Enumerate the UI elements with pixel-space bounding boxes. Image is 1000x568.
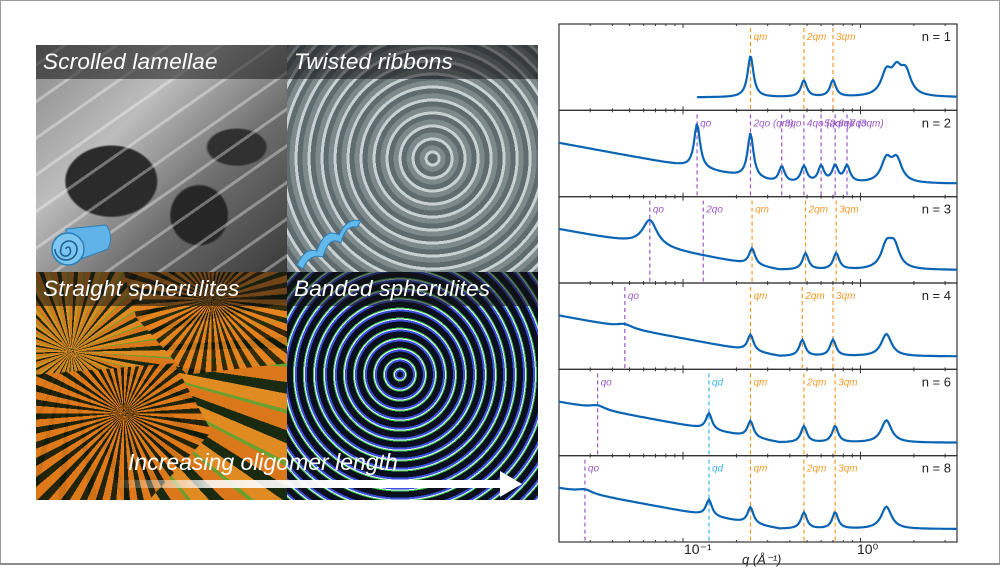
scattering-curve: [697, 55, 958, 99]
panel-label: n = 2: [922, 115, 951, 130]
peak-label: qd: [712, 377, 724, 388]
arrow-right-icon: [500, 471, 522, 497]
peak-label: 2qm: [806, 464, 826, 475]
peak-label: 3qo: [785, 118, 802, 129]
peak-label: qm: [753, 377, 767, 388]
peak-label: 3qm: [838, 377, 857, 388]
peak-label: 2qm: [806, 377, 826, 388]
peak-label: 2qm: [806, 32, 826, 43]
panel-label: n = 8: [922, 461, 951, 476]
scattering-curve: [558, 123, 958, 185]
scroll-roll-icon: [51, 224, 112, 266]
bottom-border: [0, 563, 1000, 565]
micrograph-composite: Scrolled lamellae Twisted ribbons Straig…: [36, 45, 538, 500]
twisted-ribbon-icon: [296, 219, 362, 269]
tile-straight-spherulites: Straight spherulites: [36, 272, 287, 500]
peak-label: qo: [601, 377, 613, 388]
tile-label: Twisted ribbons: [287, 45, 538, 79]
chart-canvas: qm 2qm 3qm n = 1 qo 2qo (qm)3qo 4qo (2qm)5qo6q…: [558, 23, 958, 543]
peak-label: 3qm: [838, 464, 857, 475]
peak-label: qo: [653, 205, 665, 216]
x-axis-title: q (Å⁻¹): [742, 552, 782, 567]
panel-label: n = 1: [922, 29, 951, 44]
peak-label: 4qo (2qm): [807, 118, 853, 129]
peak-label: 5qo: [824, 118, 841, 129]
peak-label: 2qm: [807, 205, 827, 216]
peak-label: 3qm: [836, 291, 855, 302]
tile-twisted-ribbons: Twisted ribbons: [287, 45, 538, 272]
peak-label: qo: [700, 118, 712, 129]
peak-label: qm: [753, 464, 767, 475]
panel-label: n = 4: [922, 288, 951, 303]
arrow-label: Increasing oligomer length: [128, 449, 398, 475]
peak-label: qo: [628, 291, 640, 302]
scattering-curve: [558, 400, 957, 444]
saxs-stacked-chart: qm 2qm 3qm n = 1 qo 2qo (qm) 3qo 4qo (2qm) 5qo 6q…: [558, 23, 958, 543]
scattering-curve: [558, 218, 957, 271]
panel-label: n = 6: [922, 374, 951, 389]
peak-label: 3qm: [836, 32, 855, 43]
peak-label: 7qo: [850, 118, 867, 129]
tile-label: Banded spherulites: [287, 272, 538, 306]
scattering-curve: [558, 314, 957, 358]
peak-label: qm: [753, 291, 767, 302]
x-tick-label-0.1: 10⁻¹: [684, 541, 712, 557]
scattering-curve: [558, 486, 957, 530]
panel-frame: [558, 455, 958, 543]
arrow-shaft: [112, 480, 507, 488]
increasing-length-arrow: [112, 471, 522, 497]
peak-label: 2qo: [705, 205, 723, 216]
peak-label: qd: [712, 464, 724, 475]
peak-label: 3qm: [839, 205, 858, 216]
peak-label: 6qo (3qm): [838, 118, 884, 129]
tile-label: Scrolled lamellae: [36, 45, 287, 79]
panel-label: n = 3: [922, 202, 951, 217]
x-tick-label-1: 10⁰: [857, 541, 879, 557]
peak-label: qo: [588, 464, 600, 475]
peak-label: 2qo (qm): [752, 118, 793, 129]
tile-label: Straight spherulites: [36, 272, 287, 306]
peak-label: 2qm: [804, 291, 824, 302]
tile-scrolled-lamellae: Scrolled lamellae: [36, 45, 287, 272]
peak-label: qm: [753, 32, 767, 43]
tile-banded-spherulites: Banded spherulites: [287, 272, 538, 500]
peak-label: qm: [755, 205, 769, 216]
